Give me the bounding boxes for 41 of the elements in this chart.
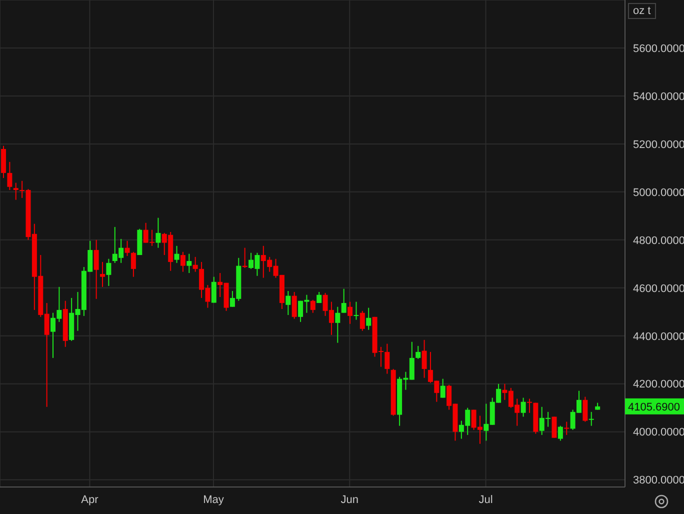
candlestick [7, 161, 12, 190]
candlestick [341, 288, 346, 314]
candlestick [13, 182, 18, 200]
y-axis-title: oz t [628, 3, 656, 19]
candlestick [186, 253, 192, 274]
candlestick [520, 397, 526, 418]
candlestick [174, 245, 180, 264]
candlestick [211, 276, 216, 304]
candlestick [130, 251, 136, 278]
candlestick [360, 310, 365, 332]
candlestick [106, 258, 112, 286]
candlestick [1, 145, 6, 179]
candlestick [582, 396, 588, 422]
candlestick [192, 256, 198, 272]
x-tick-label: Apr [81, 494, 99, 506]
candlestick [286, 290, 291, 316]
candlestick [100, 261, 106, 288]
candlestick [156, 217, 161, 248]
candlestick [384, 343, 390, 374]
candlestick [124, 240, 130, 256]
candlestick [310, 299, 316, 314]
candlestick [416, 345, 421, 360]
candlestick [588, 411, 594, 426]
candlestick [94, 239, 99, 300]
candlestick [180, 251, 186, 272]
candlestick [440, 378, 446, 398]
candlestick [335, 306, 340, 344]
candlestick [366, 307, 372, 330]
x-tick-label: Jul [478, 494, 493, 506]
candlestick [422, 339, 427, 378]
x-tick-label: Jun [340, 494, 359, 506]
text: 4105.6900 [628, 401, 680, 414]
candlestick [316, 291, 322, 304]
candlestick [552, 416, 557, 438]
candlestick [292, 291, 297, 320]
candlestick [348, 301, 353, 324]
candlestick [564, 421, 570, 436]
candlestick [354, 301, 359, 320]
candlestick [526, 398, 532, 414]
candlestick [558, 425, 563, 442]
x-tick-label: May [203, 494, 224, 506]
